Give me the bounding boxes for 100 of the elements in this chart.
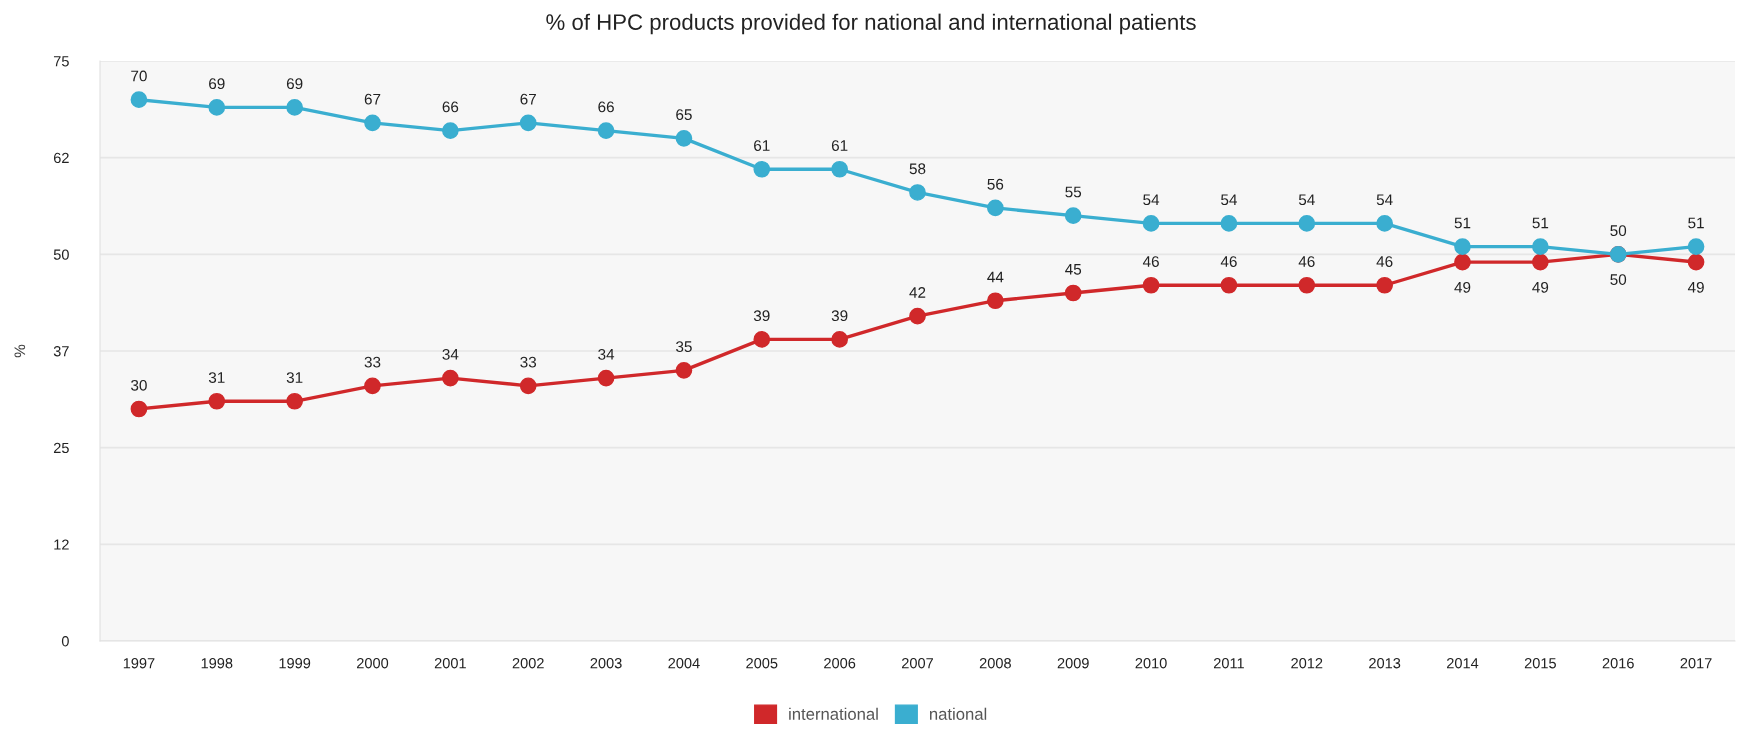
point: [831, 160, 848, 178]
x-tick-label: 2006: [824, 658, 856, 669]
x-tick-label: 2013: [1369, 658, 1401, 669]
point: [1687, 238, 1705, 255]
point: [442, 122, 459, 139]
point: [1454, 238, 1471, 255]
data-label: 67: [364, 93, 381, 105]
point: [675, 129, 693, 147]
data-label: 70: [131, 70, 147, 82]
data-label: 56: [987, 178, 1004, 190]
point: [364, 114, 381, 132]
legend-label: international: [789, 707, 878, 720]
data-label: 50: [1610, 225, 1627, 237]
point: [130, 400, 148, 418]
data-label: 34: [598, 348, 615, 360]
point: [597, 122, 615, 139]
data-label: 46: [1298, 256, 1315, 267]
data-label: 45: [1065, 264, 1082, 275]
x-tick-label: 2015: [1524, 658, 1556, 669]
x-tick-label: 2002: [512, 658, 544, 669]
point: [909, 184, 926, 201]
data-label: 33: [364, 356, 381, 368]
y-tick-label: 12: [54, 539, 69, 550]
point: [1298, 215, 1316, 232]
data-label: 66: [442, 101, 459, 113]
data-label: 42: [909, 287, 926, 298]
data-label: 34: [442, 348, 459, 360]
x-tick-label: 2016: [1602, 658, 1634, 669]
data-label: 31: [208, 372, 225, 383]
legend-label: national: [929, 707, 987, 720]
data-label: 58: [909, 163, 926, 175]
point: [519, 377, 537, 395]
x-tick-label: 1999: [279, 658, 311, 669]
point: [675, 361, 693, 379]
point: [831, 331, 848, 348]
point: [1454, 253, 1471, 271]
point: [286, 99, 303, 116]
y-tick-label: 37: [53, 346, 69, 357]
data-label: 69: [286, 78, 303, 90]
point: [1064, 207, 1082, 225]
point: [442, 369, 459, 387]
x-tick-label: 2009: [1057, 658, 1089, 669]
x-tick-label: 2004: [668, 658, 700, 669]
x-tick-label: 1997: [123, 658, 155, 669]
data-label: 33: [520, 356, 537, 368]
x-tick-label: 2012: [1291, 658, 1323, 669]
x-tick-label: 2017: [1680, 658, 1712, 669]
x-tick-label: 2010: [1135, 658, 1167, 669]
point: [519, 114, 537, 132]
data-label: 54: [1376, 194, 1393, 206]
point: [364, 377, 381, 395]
chart-title: % of HPC products provided for national and international patients: [546, 13, 1196, 35]
point: [208, 392, 226, 410]
data-label: 55: [1065, 186, 1082, 198]
point: [1298, 276, 1316, 294]
x-tick-label: 2014: [1447, 658, 1479, 669]
point: [1532, 253, 1549, 271]
data-label: 30: [131, 379, 147, 391]
point: [753, 160, 771, 178]
data-label: 49: [1687, 281, 1704, 293]
data-label: 51: [1454, 217, 1471, 229]
point: [1142, 215, 1160, 232]
point: [208, 99, 226, 116]
y-tick-label: 25: [53, 442, 69, 454]
data-label: 61: [754, 140, 770, 151]
x-tick-label: 2001: [434, 658, 466, 669]
data-label: 50: [1610, 274, 1627, 285]
x-tick-label: 2007: [902, 658, 933, 669]
point: [597, 369, 615, 387]
point: [1142, 276, 1160, 294]
point: [130, 91, 148, 109]
y-tick-label: 75: [53, 56, 69, 67]
point: [1220, 215, 1238, 232]
data-label: 67: [520, 93, 536, 105]
x-tick-label: 2003: [590, 658, 622, 669]
point: [987, 292, 1004, 310]
data-label: 49: [1532, 281, 1549, 293]
data-label: 65: [676, 109, 692, 121]
x-tick-label: 2000: [357, 658, 389, 669]
point: [1064, 284, 1082, 302]
point: [286, 392, 303, 410]
data-label: 54: [1298, 194, 1315, 206]
data-label: 46: [1376, 256, 1393, 267]
point: [1220, 276, 1238, 294]
y-tick-label: 50: [53, 249, 69, 260]
data-label: 39: [831, 310, 848, 322]
data-label: 51: [1688, 217, 1704, 229]
data-label: 49: [1454, 281, 1471, 293]
data-label: 66: [598, 101, 614, 113]
x-tick-label: 2008: [979, 658, 1011, 669]
y-tick-label: 0: [61, 636, 69, 647]
point: [1376, 276, 1393, 294]
data-label: 31: [286, 372, 303, 383]
data-label: 46: [1220, 256, 1237, 267]
data-label: 51: [1532, 217, 1549, 229]
x-tick-label: 1998: [201, 658, 233, 669]
data-label: 39: [753, 310, 770, 322]
point: [753, 331, 771, 348]
point: [1687, 253, 1705, 271]
data-label: 54: [1221, 194, 1237, 206]
